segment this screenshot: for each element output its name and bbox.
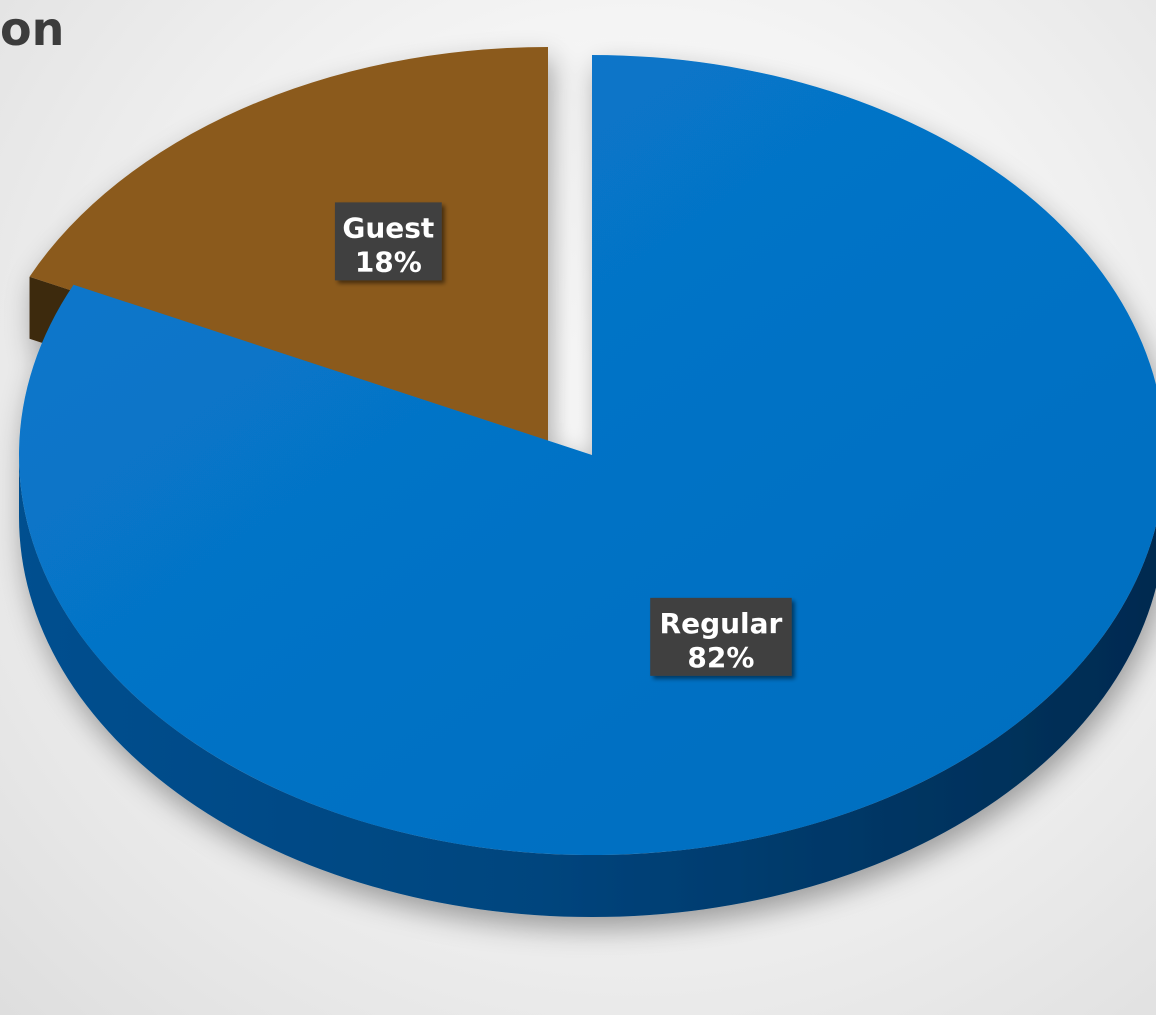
data-label-category-guest: Guest — [342, 211, 434, 244]
data-label-value-regular: 82% — [687, 641, 754, 674]
data-label-box-guest — [334, 202, 442, 281]
pie-slice-regular — [19, 55, 1156, 917]
chart-title-fragment: on — [0, 2, 65, 56]
pie-slice-top-regular — [19, 55, 1156, 855]
pie-slice-top-guest — [29, 47, 548, 447]
data-label-box-regular — [650, 597, 792, 676]
data-label-category-regular: Regular — [660, 607, 783, 640]
data-label-value-guest: 18% — [355, 245, 422, 278]
pie-slice-side-regular — [19, 455, 1156, 917]
